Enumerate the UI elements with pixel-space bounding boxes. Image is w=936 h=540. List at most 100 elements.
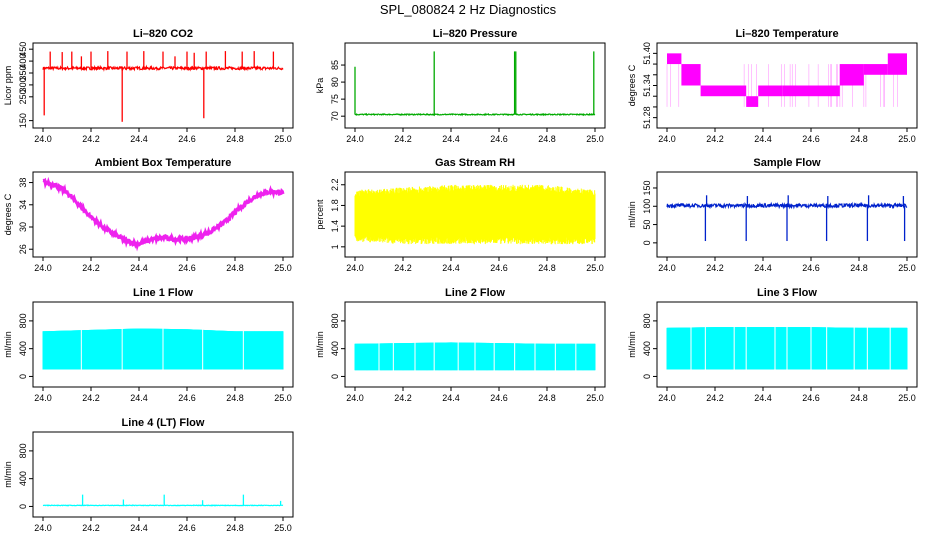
chart-title: Line 3 Flow <box>757 287 817 299</box>
plot-frame <box>344 301 606 388</box>
x-tick-label: 24.0 <box>346 263 364 273</box>
x-tick-label: 25.0 <box>586 134 604 144</box>
y-tick-label: 400 <box>18 54 28 69</box>
x-tick-label: 24.6 <box>802 393 820 403</box>
y-tick-label: 26 <box>18 244 28 254</box>
y-tick-label: 51.40 <box>642 42 652 65</box>
y-tick-label: 30 <box>18 222 28 232</box>
series-group <box>42 176 285 252</box>
x-tick-label: 24.2 <box>394 263 412 273</box>
y-tick-label: 0 <box>642 374 652 379</box>
y-tick-label: 80 <box>330 77 340 87</box>
x-tick-label: 24.8 <box>226 134 244 144</box>
y-tick-label: 0 <box>18 374 28 379</box>
x-tick-label: 25.0 <box>586 393 604 403</box>
temperature-step <box>746 96 759 107</box>
chart-10: Line 4 (LT) Flow ml/min 24.0 24.2 24.4 24.6 24… <box>3 417 294 533</box>
chart-title: Line 4 (LT) Flow <box>122 417 205 429</box>
y-tick-label: 150 <box>642 180 652 195</box>
y-tick-label: 100 <box>642 199 652 214</box>
y-tick-label: 70 <box>330 111 340 121</box>
x-tick-label: 25.0 <box>898 263 916 273</box>
chart-5: Gas Stream RH percent 24.0 24.2 24.4 24.6 24.8… <box>315 157 606 273</box>
y-tick-label: 400 <box>18 341 28 356</box>
x-tick-label: 24.4 <box>442 393 460 403</box>
x-tick-label: 24.8 <box>226 523 244 533</box>
x-tick-label: 24.6 <box>802 263 820 273</box>
chart-title: Li–820 Pressure <box>433 28 517 40</box>
temperature-step <box>758 85 783 97</box>
temperature-step <box>667 53 682 65</box>
x-tick-label: 24.4 <box>754 393 772 403</box>
plot-frame <box>32 171 294 258</box>
x-tick-label: 24.4 <box>130 134 148 144</box>
chart-title: Sample Flow <box>753 157 821 169</box>
x-tick-label: 25.0 <box>898 393 916 403</box>
y-axis-label: ml/min <box>627 331 637 358</box>
y-tick-label: 51.28 <box>642 106 652 129</box>
x-tick-label: 24.6 <box>178 263 196 273</box>
x-tick-label: 24.8 <box>850 263 868 273</box>
x-tick-label: 24.0 <box>346 134 364 144</box>
x-tick-label: 24.6 <box>178 393 196 403</box>
x-tick-label: 24.4 <box>130 263 148 273</box>
x-tick-label: 24.0 <box>346 393 364 403</box>
y-tick-label: 0 <box>18 504 28 509</box>
y-axis-label: degrees C <box>3 193 13 235</box>
x-tick-label: 24.8 <box>226 263 244 273</box>
y-tick-label: 50 <box>642 220 652 230</box>
x-tick-label: 24.4 <box>130 393 148 403</box>
x-tick-label: 24.4 <box>754 134 772 144</box>
chart-title: Line 2 Flow <box>445 287 505 299</box>
chart-1: Li–820 CO2 Licor ppm 24.0 24.2 24.4 24.6 24.8 2… <box>3 28 294 144</box>
series-group <box>42 51 284 122</box>
x-tick-label: 24.0 <box>34 523 52 533</box>
y-tick-label: 2.2 <box>330 179 340 192</box>
y-axis-label: ml/min <box>3 331 13 358</box>
x-tick-label: 24.2 <box>706 134 724 144</box>
x-tick-label: 24.8 <box>850 134 868 144</box>
y-tick-label: 0 <box>330 374 340 379</box>
plot-frame <box>656 171 918 258</box>
chart-7: Line 1 Flow ml/min 24.0 24.2 24.4 24.6 24.8 25.… <box>3 287 294 403</box>
series-group <box>42 307 284 382</box>
y-tick-label: 1.8 <box>330 199 340 212</box>
x-tick-label: 24.2 <box>82 523 100 533</box>
plot-frame <box>32 42 294 129</box>
temperature-step <box>863 64 888 75</box>
x-tick-label: 24.6 <box>490 134 508 144</box>
y-tick-label: 400 <box>642 341 652 356</box>
x-tick-label: 24.8 <box>226 393 244 403</box>
temperature-step <box>839 64 864 86</box>
y-tick-label: 800 <box>18 443 28 458</box>
x-tick-label: 25.0 <box>274 393 292 403</box>
chart-6: Sample Flow ml/min 24.0 24.2 24.4 24.6 24.8 25.… <box>627 157 918 273</box>
y-tick-label: 75 <box>330 94 340 104</box>
y-axis-label: kPa <box>315 78 325 94</box>
x-tick-label: 25.0 <box>274 134 292 144</box>
x-tick-label: 24.6 <box>802 134 820 144</box>
series-group <box>666 53 907 107</box>
chart-title: Li–820 Temperature <box>735 28 838 40</box>
chart-title: Li–820 CO2 <box>133 28 193 40</box>
y-axis-label: Licor ppm <box>3 66 13 106</box>
x-tick-label: 24.2 <box>706 263 724 273</box>
x-tick-label: 25.0 <box>586 263 604 273</box>
y-tick-label: 0 <box>642 240 652 245</box>
temperature-step <box>700 85 747 97</box>
y-axis-label: ml/min <box>627 201 637 228</box>
y-tick-label: 1 <box>330 244 340 249</box>
y-tick-label: 350 <box>18 65 28 80</box>
x-tick-label: 24.0 <box>658 263 676 273</box>
series-group <box>42 494 284 507</box>
temperature-step <box>887 53 907 75</box>
plot-frame <box>32 301 294 388</box>
x-tick-label: 24.0 <box>34 393 52 403</box>
x-tick-label: 24.4 <box>442 134 460 144</box>
y-tick-label: 800 <box>642 313 652 328</box>
x-tick-label: 24.0 <box>658 134 676 144</box>
chart-4: Ambient Box Temperature degrees C 24.0 24.2… <box>3 157 294 273</box>
plot-frame <box>344 42 606 129</box>
plot-frame <box>656 301 918 388</box>
